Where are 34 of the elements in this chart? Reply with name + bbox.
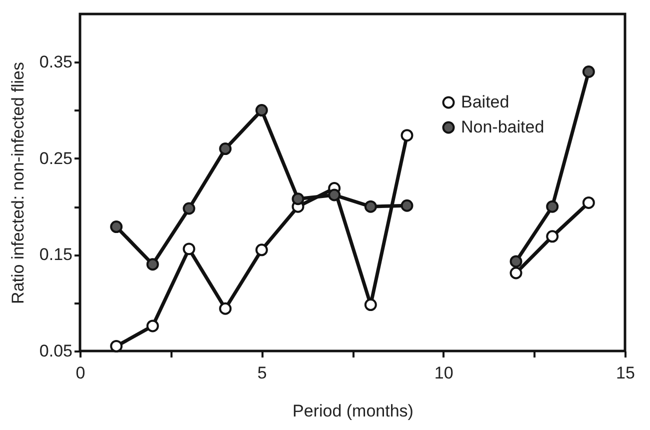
point: [182, 202, 196, 215]
point: [546, 230, 559, 243]
x-tick-label: 0: [76, 364, 86, 382]
point: [146, 258, 159, 271]
legend-label: Baited: [461, 92, 510, 112]
point: [400, 199, 414, 212]
point: [219, 302, 232, 315]
point: [364, 200, 377, 213]
point: [255, 104, 268, 117]
point: [146, 320, 159, 332]
point: [510, 266, 522, 280]
point: [255, 244, 268, 256]
point: [400, 129, 414, 142]
x-tick-label: 10: [434, 364, 454, 382]
point: [182, 242, 196, 256]
x-axis-title: Period (months): [292, 402, 414, 420]
point: [582, 66, 595, 78]
point: [364, 298, 377, 312]
y-tick-label: 0.25: [39, 148, 72, 168]
y-tick-label: 0.35: [39, 52, 72, 72]
x-tick-label: 5: [257, 364, 267, 382]
x-tick-label: 15: [616, 364, 635, 382]
point: [582, 196, 595, 209]
y-axis-title: Ratio infected: non-infected flies: [8, 62, 28, 304]
point: [110, 340, 123, 352]
point: [292, 192, 304, 206]
point: [110, 220, 123, 234]
point: [328, 188, 341, 202]
point: [219, 142, 232, 156]
point: [510, 255, 522, 268]
point: [546, 200, 559, 213]
legend-label: Non-baited: [461, 118, 544, 136]
y-tick-label: 0.15: [39, 245, 72, 264]
y-tick-label: 0.05: [39, 342, 72, 360]
